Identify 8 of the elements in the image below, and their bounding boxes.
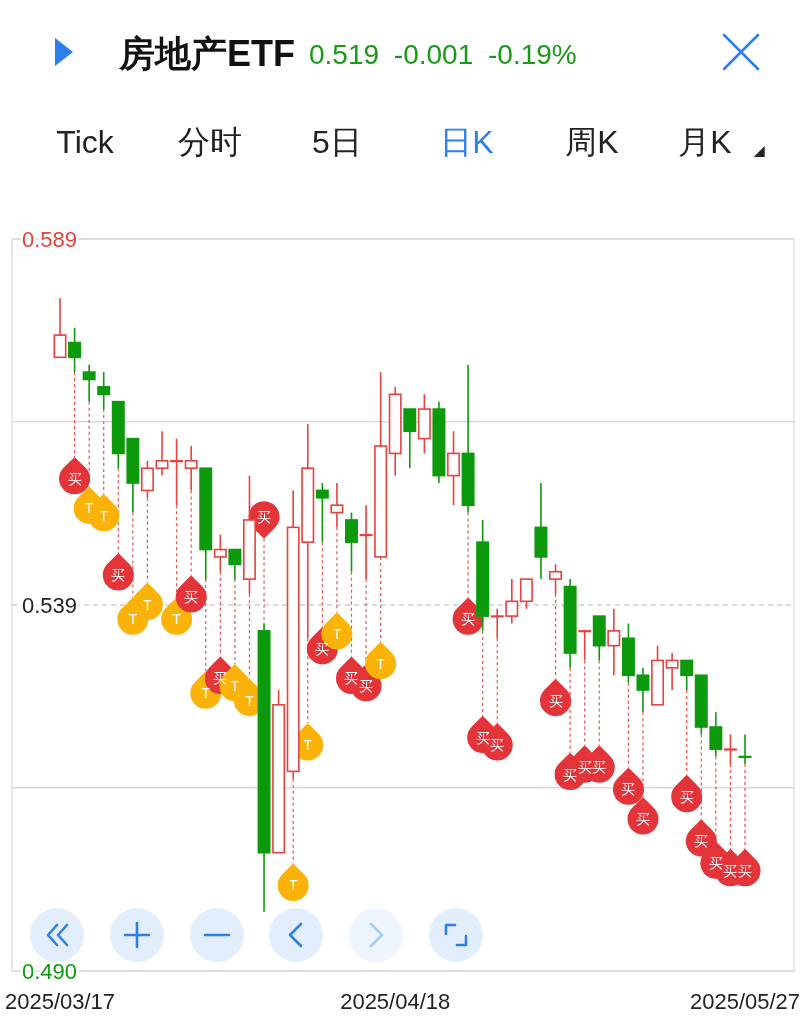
ytick-label: 0.589	[22, 227, 78, 252]
xtick-label: 2025/03/17	[4, 989, 116, 1014]
subtitle: 0.519 -0.001 -0.19%	[309, 39, 577, 70]
title: 房地产ETF	[119, 33, 295, 74]
xtick-label: 2025/05/27	[689, 989, 801, 1014]
ytick-label: 0.539	[22, 593, 78, 618]
xtick-label: 2025/04/18	[340, 989, 451, 1014]
ytick-label: 0.490	[22, 959, 78, 984]
